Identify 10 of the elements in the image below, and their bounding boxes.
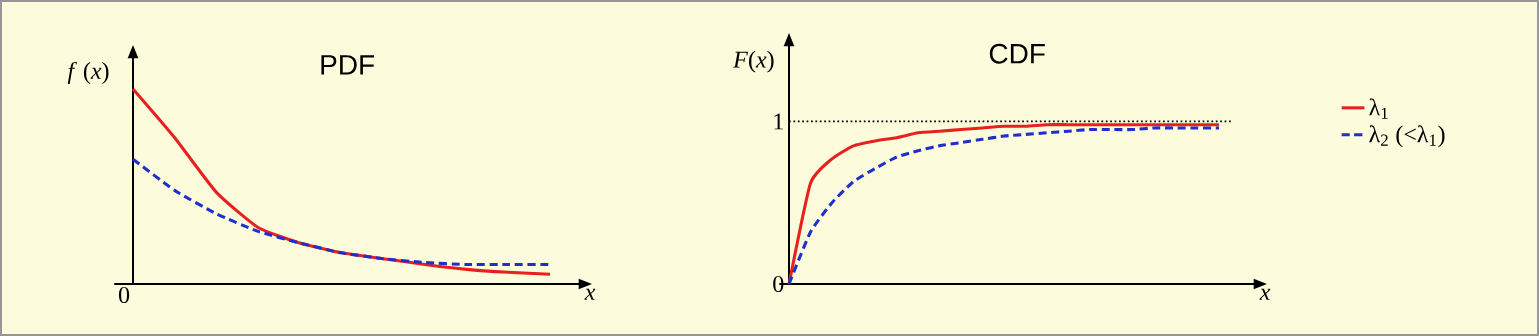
x-axis-title: x bbox=[584, 288, 596, 300]
chart-title: PDF bbox=[321, 55, 374, 75]
y-axis-title: f (x) bbox=[67, 61, 109, 84]
y-tick-label: 1 bbox=[774, 113, 783, 130]
x-axis-title: x bbox=[1259, 288, 1271, 300]
text: 0 bbox=[118, 286, 130, 304]
chart-title: CDF bbox=[989, 43, 1045, 64]
legend-label: λ$_{2}$ (<λ$_{1}$) bbox=[1369, 125, 1445, 148]
legend-label: λ$_{1}$ bbox=[1369, 98, 1388, 119]
y-axis-title: F(x) bbox=[733, 50, 774, 73]
